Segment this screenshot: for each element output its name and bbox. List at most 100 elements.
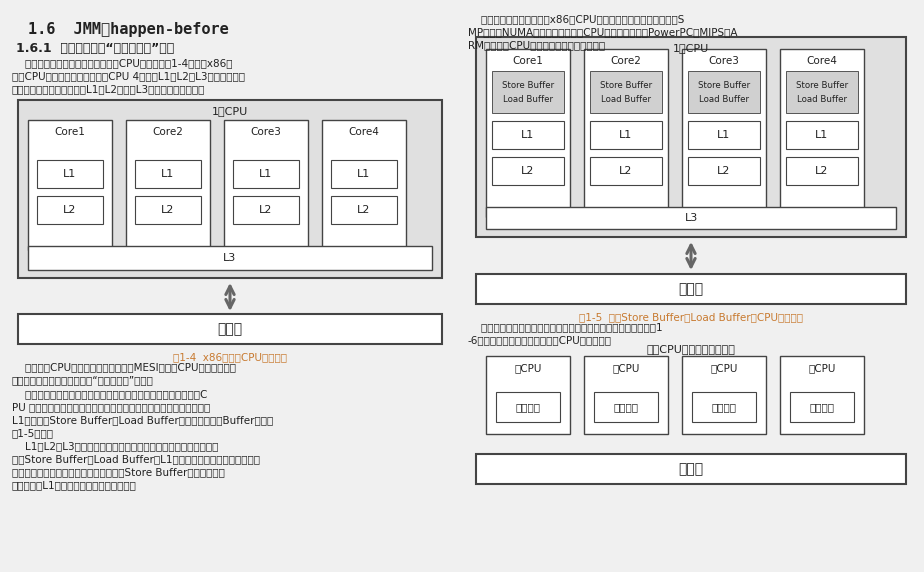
Text: L1之间加了Store Buffer、Load Buffer（还有其他各种Buffer），如: L1之间加了Store Buffer、Load Buffer（还有其他各种Buf…: [12, 415, 274, 425]
Text: Core1: Core1: [55, 127, 85, 137]
Text: 图1-5  加了Store Buffer和Load Buffer的CPU缓存体系: 图1-5 加了Store Buffer和Load Buffer的CPU缓存体系: [579, 312, 803, 322]
Text: Store Buffer: Store Buffer: [698, 81, 750, 89]
FancyBboxPatch shape: [786, 71, 858, 113]
Text: L1: L1: [358, 169, 371, 179]
FancyBboxPatch shape: [492, 71, 564, 113]
FancyBboxPatch shape: [28, 120, 112, 250]
Text: -6所示的操作系统内核视角下的CPU缓存模型。: -6所示的操作系统内核视角下的CPU缓存模型。: [468, 335, 612, 345]
Text: 逻CPU: 逻CPU: [515, 363, 541, 373]
Text: 异步地写入L1中，同时同步写入主内存中。: 异步地写入L1中，同时同步写入主内存中。: [12, 480, 137, 490]
Text: 1.6  JMM与happen-before: 1.6 JMM与happen-before: [28, 22, 229, 37]
Text: L1: L1: [717, 130, 731, 140]
Text: 图1-4  x86架构下CPU缓存布局: 图1-4 x86架构下CPU缓存布局: [173, 352, 287, 362]
FancyBboxPatch shape: [224, 120, 308, 250]
FancyBboxPatch shape: [786, 157, 858, 185]
Text: Load Buffer: Load Buffer: [601, 94, 651, 104]
FancyBboxPatch shape: [584, 49, 668, 217]
FancyBboxPatch shape: [594, 392, 658, 422]
Text: L2: L2: [815, 166, 829, 176]
Text: 多个CPU、多核、硬件线程: 多个CPU、多核、硬件线程: [647, 344, 736, 354]
FancyBboxPatch shape: [28, 246, 432, 270]
FancyBboxPatch shape: [496, 392, 560, 422]
FancyBboxPatch shape: [233, 196, 299, 224]
FancyBboxPatch shape: [590, 71, 662, 113]
Text: L2: L2: [521, 166, 535, 176]
FancyBboxPatch shape: [486, 356, 570, 434]
FancyBboxPatch shape: [37, 196, 103, 224]
FancyBboxPatch shape: [692, 392, 756, 422]
FancyBboxPatch shape: [486, 207, 896, 229]
Text: 本地缓存: 本地缓存: [516, 402, 541, 412]
Text: Core4: Core4: [807, 56, 837, 66]
Text: Core2: Core2: [611, 56, 641, 66]
FancyBboxPatch shape: [126, 120, 210, 250]
Text: 要解释清楚这个问题，就涉及现代CPU的架构。图1-4所示为x86架: 要解释清楚这个问题，就涉及现代CPU的架构。图1-4所示为x86架: [12, 58, 233, 68]
Text: L1: L1: [619, 130, 633, 140]
Text: L1: L1: [64, 169, 77, 179]
FancyBboxPatch shape: [786, 121, 858, 149]
Text: L1: L1: [260, 169, 273, 179]
Text: Store Buffer: Store Buffer: [796, 81, 848, 89]
FancyBboxPatch shape: [688, 157, 760, 185]
Text: Core4: Core4: [348, 127, 380, 137]
FancyBboxPatch shape: [476, 37, 906, 237]
Text: Load Buffer: Load Buffer: [503, 94, 553, 104]
Text: L1: L1: [521, 130, 535, 140]
Text: L1: L1: [162, 169, 175, 179]
FancyBboxPatch shape: [780, 356, 864, 434]
Text: 但站在操作系统内核的角度，可以统一看待这件事情，也就是图1: 但站在操作系统内核的角度，可以统一看待这件事情，也就是图1: [468, 322, 663, 332]
FancyBboxPatch shape: [682, 49, 766, 217]
Text: MP架构和NUMA的区别，还有其他CPU架构体系，例如PowerPC、MIPS、A: MP架构和NUMA的区别，还有其他CPU架构体系，例如PowerPC、MIPS、…: [468, 27, 737, 37]
Text: L2: L2: [619, 166, 633, 176]
FancyBboxPatch shape: [492, 157, 564, 185]
FancyBboxPatch shape: [331, 196, 397, 224]
Text: 内存中写入一个变量，这个变量会保存在Store Buffer里面，稍后才: 内存中写入一个变量，这个变量会保存在Store Buffer里面，稍后才: [12, 467, 225, 477]
FancyBboxPatch shape: [476, 454, 906, 484]
Text: Core2: Core2: [152, 127, 184, 137]
Text: 逻CPU: 逻CPU: [613, 363, 639, 373]
Text: L2: L2: [64, 205, 77, 215]
Text: 主内存: 主内存: [678, 462, 703, 476]
Text: 1.6.1  为什么会存在“内存可见性”问题: 1.6.1 为什么会存在“内存可见性”问题: [16, 42, 175, 55]
Text: 图1-5所示。: 图1-5所示。: [12, 428, 54, 438]
Text: Core1: Core1: [513, 56, 543, 66]
Text: 逻CPU: 逻CPU: [711, 363, 737, 373]
FancyBboxPatch shape: [18, 314, 442, 344]
Text: 逻CPU: 逻CPU: [808, 363, 835, 373]
Text: 但是Store Buffer、Load Buffer和L1之间却是异步的。也就是说，往: 但是Store Buffer、Load Buffer和L1之间却是异步的。也就是…: [12, 454, 260, 464]
FancyBboxPatch shape: [590, 157, 662, 185]
Text: 本地缓存: 本地缓存: [711, 402, 736, 412]
FancyBboxPatch shape: [135, 160, 201, 188]
Text: Load Buffer: Load Buffer: [699, 94, 749, 104]
FancyBboxPatch shape: [584, 356, 668, 434]
Text: PU 的设计者们在这个基础上又进行了各种优化。例如，在计算单元和: PU 的设计者们在这个基础上又进行了各种优化。例如，在计算单元和: [12, 402, 211, 412]
FancyBboxPatch shape: [590, 121, 662, 149]
FancyBboxPatch shape: [233, 160, 299, 188]
Text: L1: L1: [815, 130, 829, 140]
FancyBboxPatch shape: [18, 100, 442, 278]
FancyBboxPatch shape: [322, 120, 406, 250]
FancyBboxPatch shape: [682, 356, 766, 434]
FancyBboxPatch shape: [486, 49, 570, 217]
Text: L3: L3: [685, 213, 698, 223]
Text: 内存的布局。每个核上面有L1、L2缓存，L3缓存为所有核共用。: 内存的布局。每个核上面有L1、L2缓存，L3缓存为所有核共用。: [12, 84, 205, 94]
Text: Core3: Core3: [250, 127, 282, 137]
Text: 1个CPU: 1个CPU: [212, 106, 249, 116]
Text: 会出现不同步的问题，不会有“内存可见性”问题。: 会出现不同步的问题，不会有“内存可见性”问题。: [12, 375, 154, 385]
Text: RM等，不同CPU的缓存体系会有各种差异。: RM等，不同CPU的缓存体系会有各种差异。: [468, 40, 605, 50]
Text: 本地缓存: 本地缓存: [614, 402, 638, 412]
Text: L2: L2: [260, 205, 273, 215]
Text: 但是，缓存一致性协议对性能有很大损耗，为了解决这个问题，C: 但是，缓存一致性协议对性能有很大损耗，为了解决这个问题，C: [12, 389, 207, 399]
FancyBboxPatch shape: [37, 160, 103, 188]
Text: L2: L2: [162, 205, 175, 215]
Text: 主内存: 主内存: [678, 282, 703, 296]
Text: 本地缓存: 本地缓存: [809, 402, 834, 412]
Text: Load Buffer: Load Buffer: [797, 94, 847, 104]
FancyBboxPatch shape: [790, 392, 854, 422]
Text: Core3: Core3: [709, 56, 739, 66]
FancyBboxPatch shape: [135, 196, 201, 224]
FancyBboxPatch shape: [492, 121, 564, 149]
Text: L3: L3: [224, 253, 237, 263]
FancyBboxPatch shape: [780, 49, 864, 217]
Text: 主内存: 主内存: [217, 322, 243, 336]
